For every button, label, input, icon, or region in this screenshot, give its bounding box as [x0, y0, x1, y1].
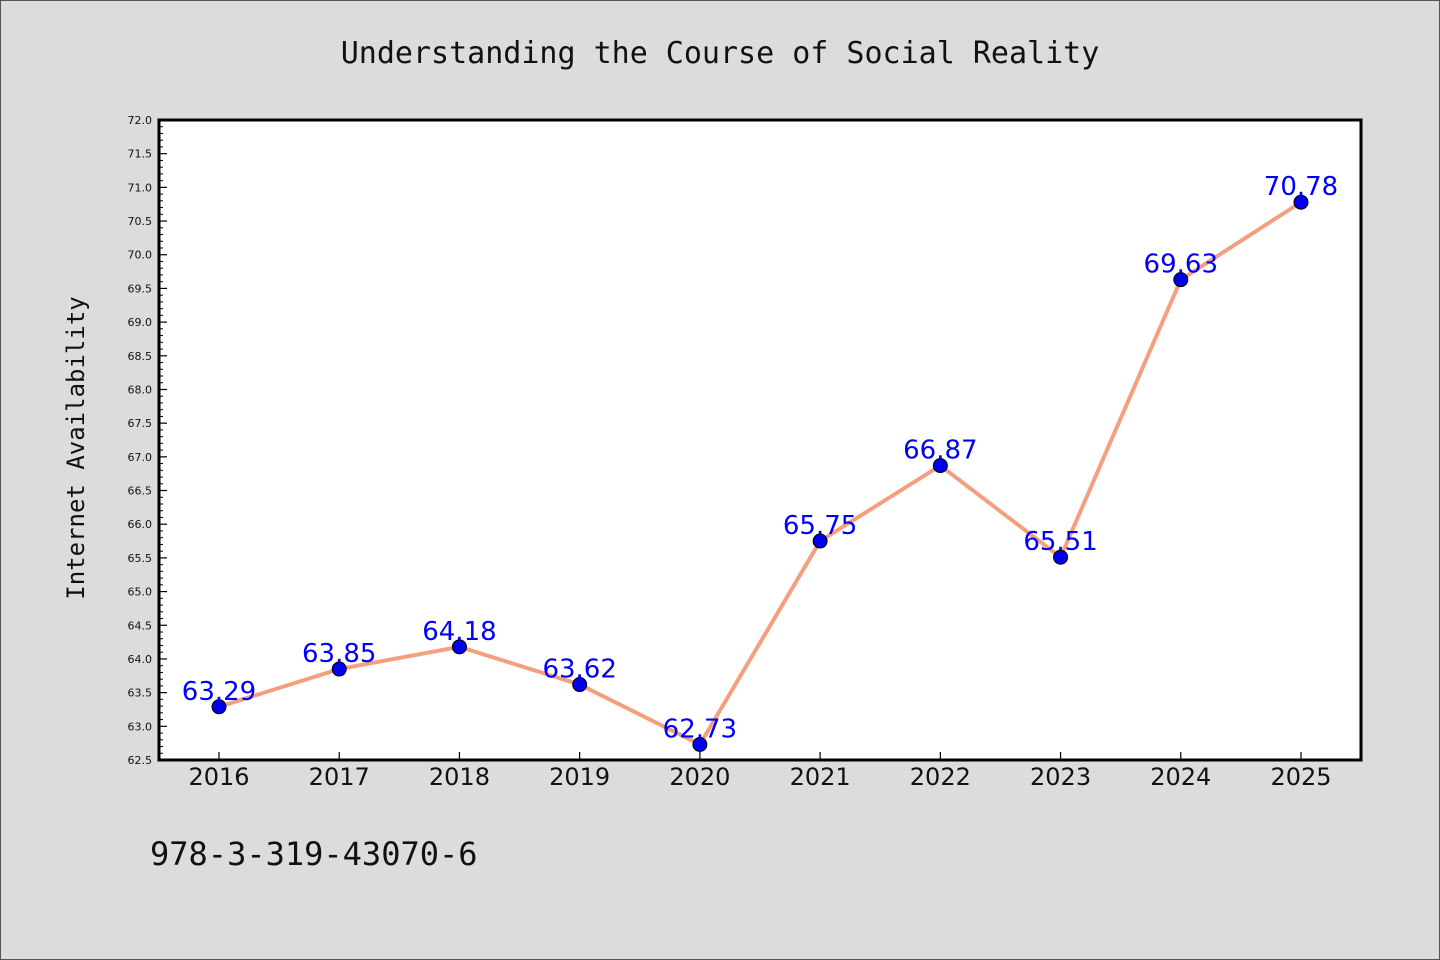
y-tick-label: 71.0 — [128, 181, 153, 194]
x-tick-label: 2018 — [429, 763, 490, 791]
x-tick-label: 2016 — [188, 763, 249, 791]
y-tick-label: 72.0 — [128, 114, 153, 127]
data-label: 65.51 — [1023, 527, 1097, 557]
y-tick-label: 70.0 — [128, 249, 153, 262]
series-layer — [211, 194, 1309, 753]
data-label: 64.18 — [422, 617, 496, 647]
chart-title: Understanding the Course of Social Reali… — [341, 36, 1100, 71]
y-tick-label: 69.0 — [128, 316, 153, 329]
data-point — [211, 699, 227, 715]
data-label: 66.87 — [903, 436, 977, 466]
y-tick-label: 71.5 — [128, 148, 153, 161]
data-point — [692, 737, 708, 753]
x-axis-ticks: 2016 2017 2018 2019 2020 2021 2022 2023 2024 2025 — [188, 752, 1332, 791]
y-tick-label: 65.0 — [128, 586, 153, 599]
y-tick-label: 67.0 — [128, 451, 153, 464]
y-axis-label: Internet Availability — [62, 296, 90, 599]
data-label: 63.62 — [542, 655, 616, 685]
data-point — [572, 677, 588, 693]
data-label: 65.75 — [783, 511, 857, 541]
data-label: 62.73 — [663, 715, 737, 745]
x-tick-label: 2024 — [1150, 763, 1211, 791]
y-tick-label: 66.5 — [128, 485, 153, 498]
y-tick-label: 67.5 — [128, 417, 153, 430]
x-tick-label: 2025 — [1270, 763, 1331, 791]
data-point — [932, 458, 948, 474]
data-point — [812, 533, 828, 549]
data-point — [1173, 272, 1189, 288]
y-tick-label: 66.0 — [128, 518, 153, 531]
x-tick-label: 2017 — [309, 763, 370, 791]
y-tick-label: 63.5 — [128, 687, 153, 700]
y-tick-label: 62.5 — [128, 754, 153, 767]
x-tick-label: 2022 — [910, 763, 971, 791]
data-label: 70.78 — [1264, 172, 1338, 202]
series-line — [218, 200, 1303, 747]
data-point — [331, 661, 347, 677]
plot-area — [157, 118, 1363, 762]
x-tick-label: 2019 — [549, 763, 610, 791]
data-point — [1293, 194, 1309, 210]
data-label: 69.63 — [1144, 250, 1218, 280]
data-label: 63.29 — [182, 677, 256, 707]
x-tick-label: 2023 — [1030, 763, 1091, 791]
y-tick-label: 64.5 — [128, 619, 153, 632]
isbn-code: 978-3-319-43070-6 — [150, 835, 478, 873]
y-tick-label: 64.0 — [128, 653, 153, 666]
data-point — [1053, 549, 1069, 565]
y-tick-label: 69.5 — [128, 282, 153, 295]
x-tick-label: 2021 — [790, 763, 851, 791]
data-label: 63.85 — [302, 639, 376, 669]
x-tick-label: 2020 — [669, 763, 730, 791]
y-tick-label: 68.0 — [128, 383, 153, 396]
y-axis-ticks: 62.5 63.0 63.5 64.0 64.5 65.0 65.5 66.0 66.5 67.0… — [128, 114, 167, 767]
y-tick-label: 70.5 — [128, 215, 153, 228]
y-tick-label: 68.5 — [128, 350, 153, 363]
y-tick-label: 63.0 — [128, 720, 153, 733]
y-tick-label: 65.5 — [128, 552, 153, 565]
data-labels: 63.29 63.85 64.18 63.62 62.73 65.75 66.87 65.51… — [182, 172, 1338, 744]
data-point — [451, 639, 467, 655]
